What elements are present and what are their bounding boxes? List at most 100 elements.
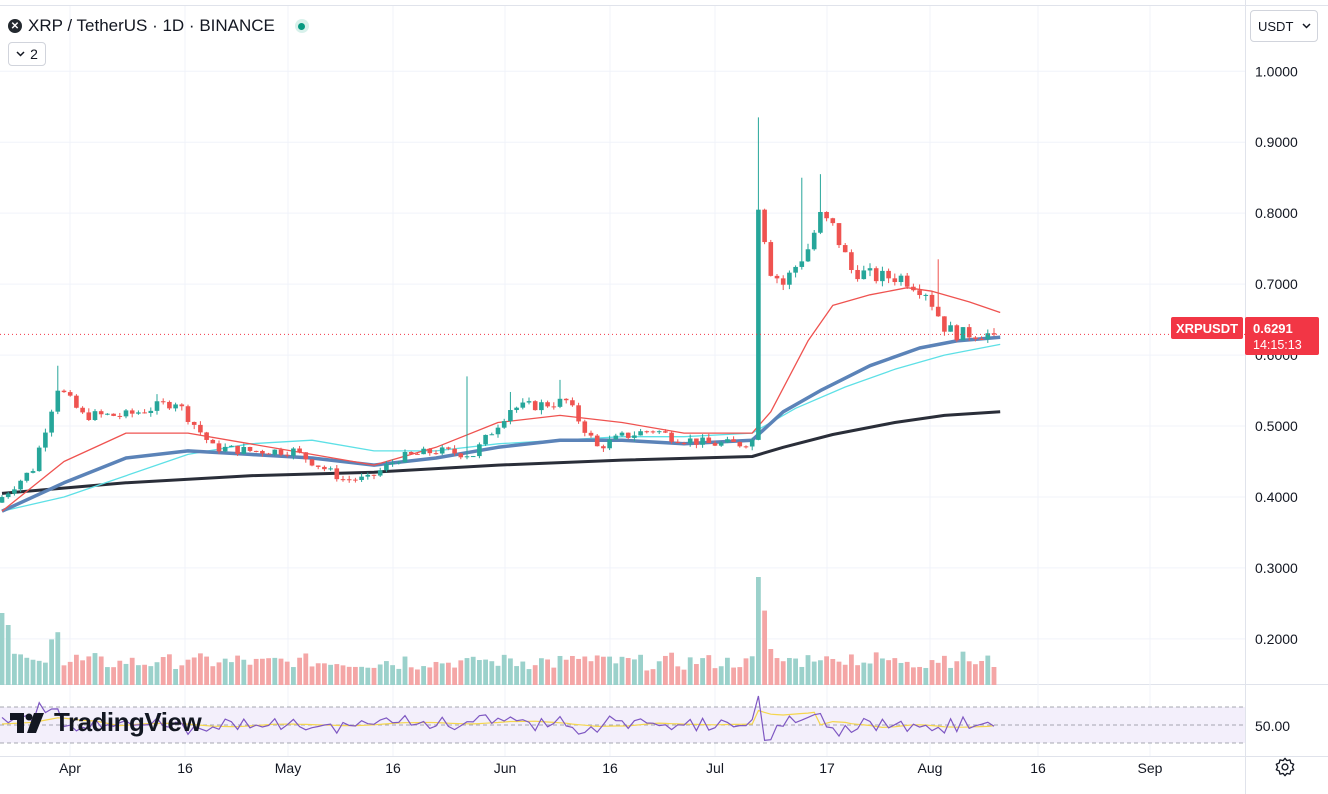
candle-body [235, 445, 240, 454]
volume-bar [985, 655, 991, 685]
candle-body [656, 431, 662, 433]
volume-bar [303, 653, 309, 685]
volume-bar [836, 661, 842, 685]
candle-body [526, 401, 532, 403]
volume-bar [260, 658, 265, 685]
candle-body [464, 456, 470, 458]
candle-body [607, 439, 612, 449]
volume-bar [613, 663, 619, 685]
volume-bar [669, 652, 674, 685]
time-axis-label: Jun [494, 760, 517, 776]
currency-select[interactable]: USDT [1250, 10, 1318, 42]
candle-body [942, 316, 947, 332]
tradingview-logo[interactable]: TradingView [10, 707, 202, 738]
candle-body [117, 415, 123, 417]
candle-body [904, 275, 910, 287]
indicator-collapse-button[interactable]: 2 [8, 42, 46, 66]
candle-body [501, 421, 507, 428]
time-axis-label: 16 [177, 760, 193, 776]
candle-body [334, 468, 340, 480]
candle-body [260, 450, 265, 454]
volume-bar [136, 665, 141, 685]
candle-body [80, 407, 85, 413]
candle-body [588, 432, 594, 436]
volume-bar [43, 662, 48, 685]
volume-bar [272, 657, 278, 685]
volume-bar [793, 658, 798, 685]
volume-bar [86, 656, 92, 685]
candle-body [346, 479, 352, 481]
gear-icon[interactable] [1274, 756, 1296, 778]
volume-bar [402, 656, 408, 685]
candle-body [229, 445, 234, 447]
volume-bar [756, 577, 761, 685]
volume-bar [446, 662, 451, 685]
volume-bar [464, 658, 470, 685]
candle-body [198, 424, 203, 433]
candle-body [253, 450, 259, 452]
volume-bar [911, 667, 916, 685]
volume-bar [935, 662, 941, 685]
volume-bar [377, 664, 383, 685]
candle-body [222, 446, 228, 452]
candle-body [650, 431, 656, 433]
candle-body [867, 268, 873, 271]
volume-bar [229, 662, 234, 685]
candle-body [297, 448, 302, 453]
time-axis-label: Sep [1138, 760, 1163, 776]
candle-body [799, 261, 805, 267]
candle-body [129, 410, 135, 414]
volume-bar [105, 667, 110, 685]
volume-bar [849, 654, 854, 685]
candle-body [415, 453, 420, 455]
volume-bar [731, 667, 736, 685]
time-axis-label: Jul [706, 760, 724, 776]
volume-bar [92, 653, 98, 685]
chart-header: ✕ XRP / TetherUS · 1D · BINANCE [8, 14, 309, 38]
candle-body [0, 497, 5, 503]
time-axis-label: Apr [59, 760, 81, 776]
volume-bar [570, 655, 575, 685]
volume-bar [61, 665, 67, 685]
candle-body [749, 439, 755, 447]
candle-body [508, 410, 513, 422]
price-axis-label: 1.0000 [1255, 63, 1298, 79]
candle-body [582, 421, 588, 433]
candle-body [160, 401, 166, 403]
volume-bar [0, 613, 5, 685]
volume-bar [427, 667, 433, 685]
candle-body [322, 466, 327, 470]
volume-bar [291, 667, 296, 685]
candle-body [483, 434, 488, 445]
candle-body [966, 327, 972, 338]
candle-body [514, 407, 519, 411]
candle-body [371, 474, 377, 476]
candle-body [613, 435, 619, 440]
candle-body [539, 402, 544, 411]
symbol-title[interactable]: XRP / TetherUS · 1D · BINANCE [28, 16, 275, 35]
volume-bar [80, 660, 85, 685]
last-price-tag: 0.6291 14:15:13 [1245, 317, 1319, 355]
candle-body [973, 337, 978, 339]
price-axis-label: 0.3000 [1255, 560, 1298, 576]
candle-body [811, 232, 817, 250]
volume-bar [390, 665, 395, 685]
volume-bar [216, 662, 222, 685]
volume-bar [830, 658, 836, 685]
volume-bar [67, 661, 73, 685]
ma-cyan-line [1, 343, 1001, 512]
candle-body [805, 249, 811, 262]
candle-body [861, 270, 867, 280]
candle-body [632, 435, 637, 438]
volume-bar [842, 664, 848, 685]
volume-bar [204, 656, 209, 685]
volume-bar [514, 666, 519, 685]
candles [0, 117, 997, 504]
volume-bar [718, 666, 724, 685]
volume-bar [173, 668, 178, 685]
candle-body [756, 209, 761, 440]
volume-bar [477, 660, 482, 685]
candle-body [284, 454, 290, 456]
candle-body [446, 447, 451, 449]
